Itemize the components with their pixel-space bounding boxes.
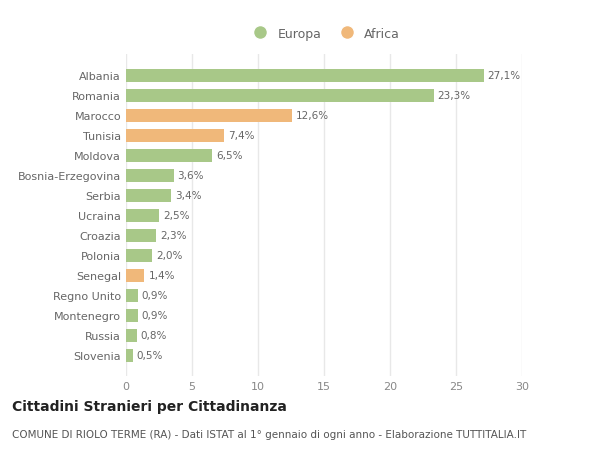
Bar <box>126 70 484 83</box>
Bar <box>126 129 224 142</box>
Text: 6,5%: 6,5% <box>216 151 242 161</box>
Bar <box>126 150 212 162</box>
Bar <box>126 189 171 202</box>
Text: COMUNE DI RIOLO TERME (RA) - Dati ISTAT al 1° gennaio di ogni anno - Elaborazion: COMUNE DI RIOLO TERME (RA) - Dati ISTAT … <box>12 429 526 439</box>
Bar <box>126 309 138 322</box>
Text: 0,9%: 0,9% <box>142 291 168 301</box>
Text: 2,5%: 2,5% <box>163 211 190 221</box>
Text: 2,0%: 2,0% <box>157 251 183 261</box>
Text: 0,8%: 0,8% <box>140 330 167 340</box>
Text: 23,3%: 23,3% <box>437 91 470 101</box>
Text: 3,4%: 3,4% <box>175 191 202 201</box>
Text: 1,4%: 1,4% <box>148 270 175 280</box>
Bar <box>126 349 133 362</box>
Text: 3,6%: 3,6% <box>178 171 204 181</box>
Legend: Europa, Africa: Europa, Africa <box>243 23 405 46</box>
Text: 2,3%: 2,3% <box>160 231 187 241</box>
Text: 0,5%: 0,5% <box>137 350 163 360</box>
Bar <box>126 269 145 282</box>
Text: 12,6%: 12,6% <box>296 111 329 121</box>
Bar <box>126 209 159 222</box>
Bar <box>126 289 138 302</box>
Bar <box>126 110 292 123</box>
Text: 27,1%: 27,1% <box>488 71 521 81</box>
Bar <box>126 90 434 102</box>
Bar <box>126 249 152 262</box>
Bar <box>126 169 173 182</box>
Text: 7,4%: 7,4% <box>227 131 254 141</box>
Text: 0,9%: 0,9% <box>142 310 168 320</box>
Bar <box>126 329 137 342</box>
Bar <box>126 229 157 242</box>
Text: Cittadini Stranieri per Cittadinanza: Cittadini Stranieri per Cittadinanza <box>12 399 287 413</box>
